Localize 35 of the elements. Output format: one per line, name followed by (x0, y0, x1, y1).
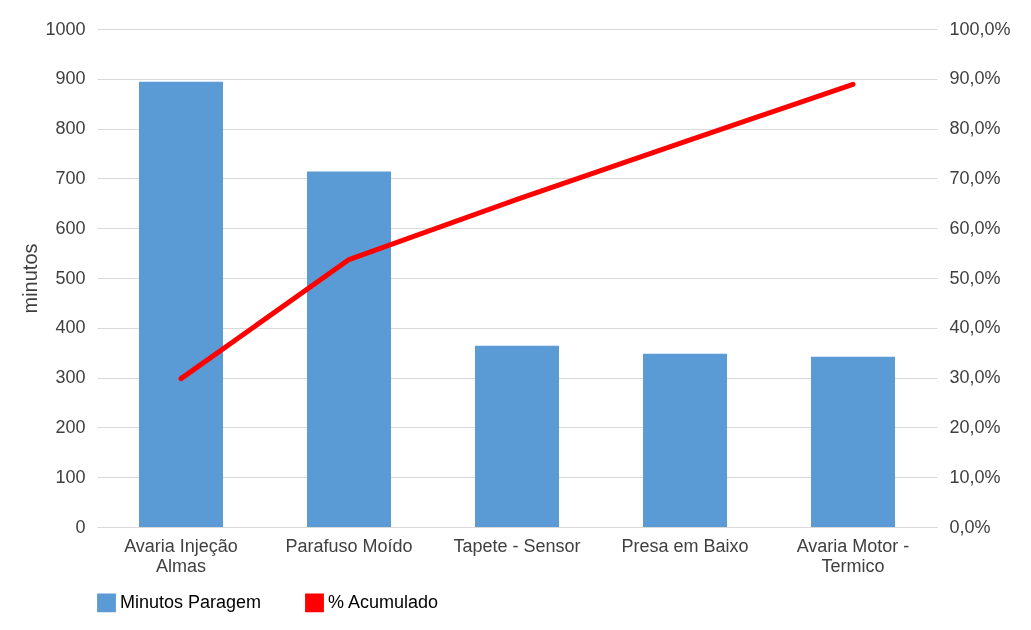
y-tick-label: 500 (55, 267, 86, 288)
y2-tick-label: 60,0% (949, 217, 1001, 238)
y2-tick-label: 90,0% (949, 68, 1001, 89)
y-tick-label: 1000 (45, 18, 86, 39)
x-tick-label: Tapete - Sensor (453, 535, 581, 556)
y-tick-label: 0 (75, 516, 86, 537)
y-tick-label: 200 (55, 416, 86, 437)
y-tick-label: 800 (55, 118, 86, 139)
y2-tick-label: 100,0% (949, 18, 1011, 39)
y-tick-label: 600 (55, 217, 86, 238)
x-tick-label: Parafuso Moído (285, 535, 413, 556)
x-tick-label: Avaria Injeção Almas (124, 535, 238, 576)
y2-tick-label: 0,0% (949, 516, 991, 537)
y2-tick-label: 20,0% (949, 416, 1001, 437)
x-tick-label: Avaria Motor - Termico (796, 535, 910, 576)
y2-tick-label: 30,0% (949, 367, 1001, 388)
y2-tick-label: 70,0% (949, 167, 1001, 188)
y2-tick-label: 50,0% (949, 267, 1001, 288)
bar (811, 356, 895, 527)
y-tick-label: 900 (55, 68, 86, 89)
bar (307, 171, 391, 527)
y-tick-label: 400 (55, 317, 86, 338)
legend-label: Minutos Paragem (120, 591, 262, 612)
y-tick-label: 100 (55, 466, 86, 487)
y-tick-label: 700 (55, 167, 86, 188)
y-axis-title: minutos (19, 243, 42, 314)
legend-label: % Acumulado (328, 591, 439, 612)
y-tick-label: 300 (55, 367, 86, 388)
y2-tick-label: 40,0% (949, 317, 1001, 338)
bar (475, 345, 559, 527)
bar (643, 353, 727, 527)
y2-tick-label: 10,0% (949, 466, 1001, 487)
x-tick-label: Presa em Baixo (621, 535, 749, 556)
y2-tick-label: 80,0% (949, 118, 1001, 139)
bar (139, 81, 223, 527)
